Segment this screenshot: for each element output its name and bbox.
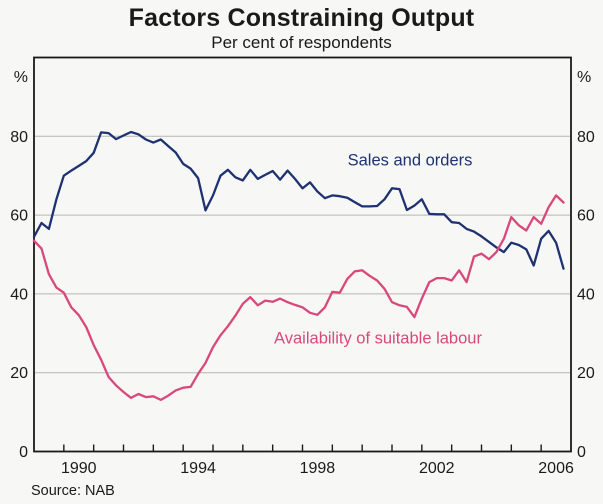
y-tick-label-left: 40 <box>10 286 28 303</box>
source-note: Source: NAB <box>31 483 115 499</box>
y-tick-label-right: 0 <box>577 444 586 461</box>
y-tick-label-right: 80 <box>577 129 595 146</box>
y-tick-label-right: 60 <box>577 208 595 225</box>
y-tick-label-left: 60 <box>10 208 28 225</box>
chart-title: Factors Constraining Output <box>128 4 475 32</box>
series-line-availability-of-suitable-labour <box>32 194 565 402</box>
y-tick-label-left: 0 <box>19 444 28 461</box>
series-label-availability-of-suitable-labour: Availability of suitable labour <box>274 329 482 348</box>
y-axis-unit-left: % <box>14 69 28 86</box>
y-tick-label-right: 20 <box>577 365 595 382</box>
y-tick-label-right: 40 <box>577 286 595 303</box>
x-tick-label: 2006 <box>538 460 574 477</box>
x-tick-label: 1994 <box>180 460 216 477</box>
series-label-sales-and-orders: Sales and orders <box>347 151 473 170</box>
x-tick-label: 1990 <box>61 460 97 477</box>
x-tick-label: 2002 <box>419 460 455 477</box>
plot-frame <box>33 56 572 453</box>
x-tick-label: 1998 <box>300 460 336 477</box>
y-tick-label-left: 20 <box>10 365 28 382</box>
y-tick-label-left: 80 <box>10 129 28 146</box>
series-line-sales-and-orders <box>32 130 565 270</box>
y-axis-unit-right: % <box>577 69 591 86</box>
chart-subtitle: Per cent of respondents <box>211 33 392 52</box>
